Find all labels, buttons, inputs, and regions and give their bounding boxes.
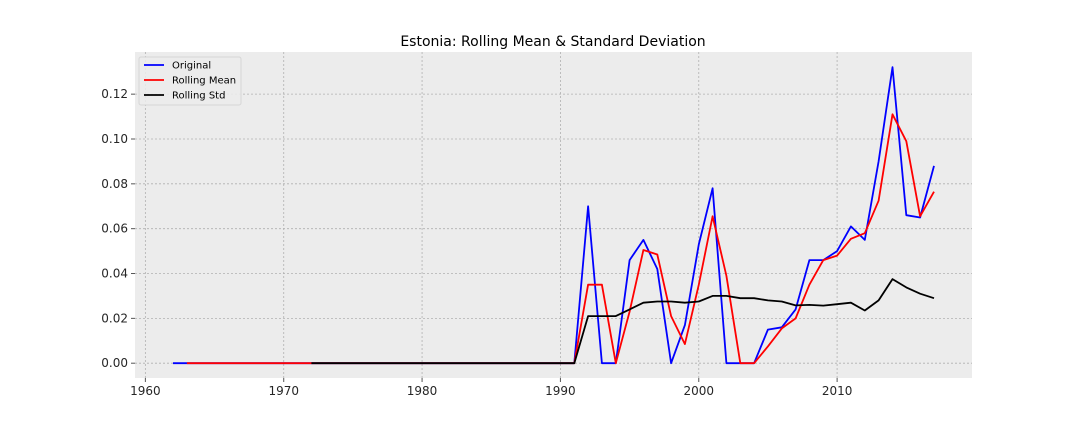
series-group	[173, 66, 935, 365]
x-tick-label: 1980	[407, 384, 438, 398]
legend-box	[138, 56, 242, 106]
plot-area	[135, 52, 972, 378]
x-axis: 1960 1970 1980 1990 2000 2010	[130, 378, 852, 398]
y-tick-label: 0.08	[101, 177, 128, 191]
x-tick-label: 1960	[130, 384, 161, 398]
y-tick-label: 0.04	[101, 267, 128, 281]
y-tick-label: 0.10	[101, 132, 128, 146]
y-tick-label: 0.00	[101, 356, 128, 370]
legend: Original Rolling Mean Rolling Std	[138, 56, 242, 106]
legend-label: Rolling Std	[172, 91, 225, 102]
y-tick-label: 0.12	[101, 87, 128, 101]
y-tick-label: 0.02	[101, 311, 128, 325]
x-tick-label: 1990	[545, 384, 576, 398]
x-tick-label: 1970	[268, 384, 299, 398]
x-tick-label: 2010	[822, 384, 853, 398]
chart-title: Estonia: Rolling Mean & Standard Deviati…	[400, 34, 705, 50]
legend-label: Original	[172, 61, 211, 72]
series-line-rolling-std	[311, 278, 935, 365]
legend-label: Rolling Mean	[172, 76, 236, 87]
y-tick-label: 0.06	[101, 222, 128, 236]
x-tick-label: 2000	[683, 384, 714, 398]
grid-lines	[135, 52, 972, 378]
y-axis: 0.00 0.02 0.04 0.06 0.08 0.10 0.12	[101, 87, 135, 370]
